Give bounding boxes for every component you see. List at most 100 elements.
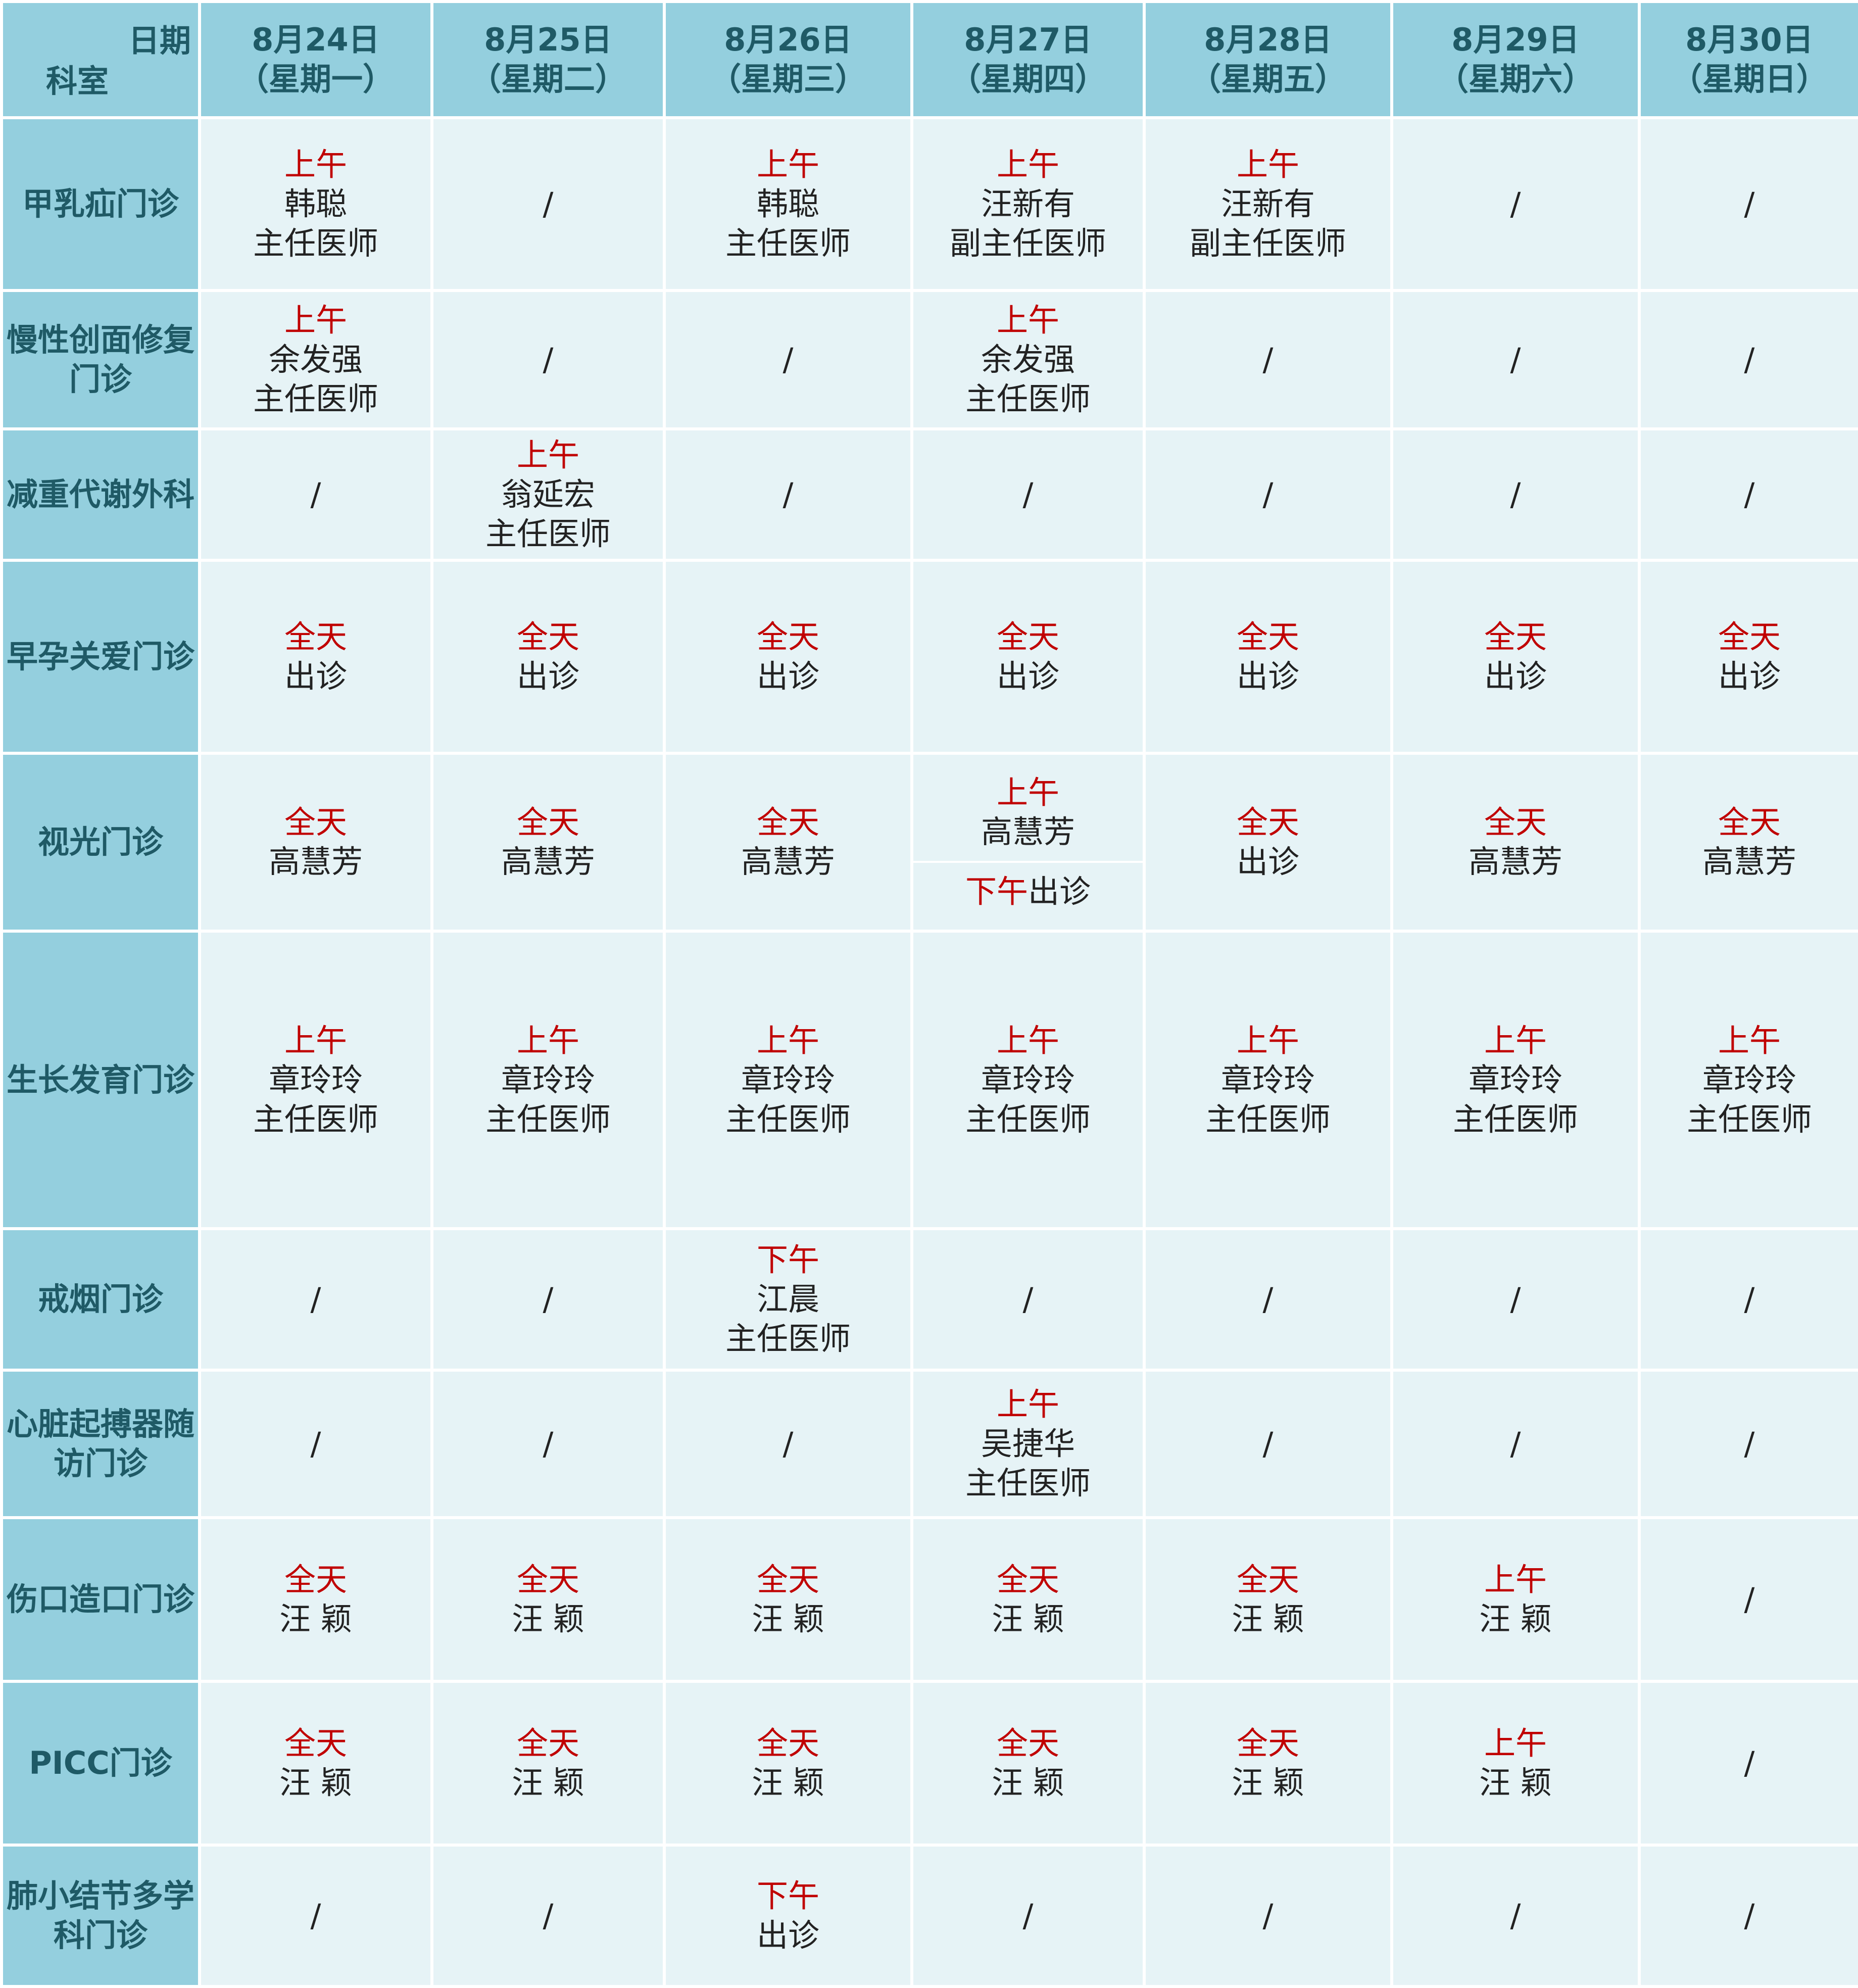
schedule-cell: /	[910, 1227, 1146, 1372]
doctor-title: 副主任医师	[1189, 225, 1346, 262]
empty-slot-mark: /	[1744, 1744, 1755, 1782]
session-period: 全天	[996, 618, 1059, 655]
doctor-name: 出诊	[756, 657, 819, 695]
session-period: 上午	[996, 1022, 1059, 1059]
day-weekday: （星期四）	[949, 61, 1106, 98]
doctor-title: 主任医师	[725, 1320, 851, 1357]
schedule-row: 慢性创面修复门诊 上午 余发强 主任医师 / / 上午 余发强 主任医师 / / /	[0, 289, 1858, 430]
doctor-name: 高慧芳	[981, 813, 1075, 851]
session-period: 全天	[284, 1725, 347, 1762]
session-period: 全天	[1718, 618, 1781, 655]
session-period: 全天	[516, 1561, 579, 1598]
doctor-name: 章玲玲	[501, 1061, 595, 1098]
schedule-cell: 上午 韩聪 主任医师	[663, 116, 913, 293]
session-period: 上午	[1484, 1022, 1547, 1059]
session-period: 全天	[756, 1561, 819, 1598]
schedule-cell: 全天汪 颖	[430, 1680, 666, 1847]
schedule-cell: 上午汪 颖	[1390, 1680, 1641, 1847]
schedule-cell: /	[663, 289, 913, 430]
empty-slot-mark: /	[1262, 475, 1274, 513]
session-period: 上午	[1236, 146, 1299, 183]
schedule-cell: /	[1638, 1844, 1858, 1988]
session-period: 上午	[284, 1022, 347, 1059]
empty-slot-mark: /	[1510, 341, 1521, 378]
schedule-cell: 全天汪 颖	[910, 1516, 1146, 1683]
schedule-cell: 全天 出诊	[1638, 558, 1858, 755]
doctor-name: 汪 颖	[512, 1764, 584, 1802]
session-period: 全天	[1236, 1725, 1299, 1762]
doctor-title: 主任医师	[965, 1464, 1091, 1501]
doctor-name: 出诊	[284, 657, 347, 695]
schedule-cell: 全天汪 颖	[663, 1680, 913, 1847]
schedule-row: 肺小结节多学科门诊 / / 下午 出诊 / / / /	[0, 1844, 1858, 1988]
day-header: 8月28日 （星期五）	[1143, 0, 1393, 119]
schedule-cell: /	[663, 427, 913, 562]
session-period: 全天	[516, 1725, 579, 1762]
schedule-cell: /	[1390, 1227, 1641, 1372]
schedule-cell: 全天汪 颖	[663, 1516, 913, 1683]
doctor-title: 主任医师	[485, 515, 611, 552]
day-header: 8月26日 （星期三）	[663, 0, 913, 119]
doctor-name: 汪 颖	[992, 1764, 1064, 1802]
schedule-row: 心脏起搏器随访门诊 / / / 上午 吴捷华 主任医师 / / /	[0, 1369, 1858, 1519]
doctor-name: 汪 颖	[1479, 1600, 1552, 1637]
doctor-name: 出诊	[996, 657, 1059, 695]
session-period: 上午	[996, 302, 1059, 339]
doctor-name: 出诊	[516, 657, 579, 695]
empty-slot-mark: /	[1744, 1425, 1755, 1462]
empty-slot-mark: /	[1510, 1425, 1521, 1462]
session-period: 全天	[1484, 804, 1547, 841]
empty-slot-mark: /	[543, 1425, 554, 1462]
doctor-name: 汪 颖	[279, 1764, 352, 1802]
schedule-cell: 全天汪 颖	[910, 1680, 1146, 1847]
schedule-cell: 全天汪 颖	[198, 1516, 433, 1683]
schedule-cell: 上午 章玲玲 主任医师	[1390, 930, 1641, 1231]
schedule-cell: 上午 吴捷华 主任医师	[910, 1369, 1146, 1519]
session-period: 上午	[1484, 1561, 1547, 1598]
session-period: 上午	[996, 774, 1059, 811]
doctor-name: 汪新有	[981, 185, 1075, 223]
doctor-name: 出诊	[756, 1917, 819, 1954]
day-date: 8月29日	[1451, 21, 1580, 58]
department-name: 甲乳疝门诊	[0, 116, 201, 293]
schedule-row: 减重代谢外科 / 上午 翁延宏 主任医师 / / / / /	[0, 427, 1858, 562]
schedule-cell: /	[1638, 289, 1858, 430]
schedule-cell: /	[1638, 1369, 1858, 1519]
doctor-name: 汪 颖	[992, 1600, 1064, 1637]
schedule-row: PICC门诊 全天汪 颖全天汪 颖全天汪 颖全天汪 颖全天汪 颖上午汪 颖 /	[0, 1680, 1858, 1847]
morning-slot: 上午 高慧芳	[913, 773, 1143, 863]
department-name: 伤口造口门诊	[0, 1516, 201, 1683]
schedule-cell: /	[1638, 116, 1858, 293]
schedule-cell: 全天 出诊	[1390, 558, 1641, 755]
empty-slot-mark: /	[783, 475, 794, 513]
schedule-cell: 上午 汪新有 副主任医师	[1143, 116, 1393, 293]
doctor-title: 主任医师	[253, 1100, 378, 1138]
doctor-name: 汪 颖	[1232, 1600, 1304, 1637]
empty-slot-mark: /	[1262, 1281, 1274, 1318]
doctor-title: 主任医师	[725, 225, 851, 262]
schedule-cell: 全天 高慧芳	[1390, 752, 1641, 933]
schedule-cell: 上午 章玲玲 主任医师	[910, 930, 1146, 1231]
day-weekday: （星期二）	[469, 61, 626, 98]
session-period: 上午	[756, 146, 819, 183]
doctor-name: 汪 颖	[752, 1600, 824, 1637]
schedule-cell: /	[430, 289, 666, 430]
schedule-cell: /	[198, 1369, 433, 1519]
schedule-cell: 上午 章玲玲 主任医师	[1638, 930, 1858, 1231]
schedule-cell: /	[1390, 427, 1641, 562]
day-weekday: （星期一）	[237, 61, 394, 98]
session-period: 上午	[1236, 1022, 1299, 1059]
doctor-title: 主任医师	[965, 380, 1091, 418]
schedule-cell: 上午 章玲玲 主任医师	[430, 930, 666, 1231]
empty-slot-mark: /	[1022, 1897, 1034, 1934]
corner-dept-label: 科室	[46, 63, 109, 100]
day-weekday: （星期三）	[709, 61, 866, 98]
schedule-cell: /	[1638, 1680, 1858, 1847]
doctor-name: 章玲玲	[741, 1061, 835, 1098]
empty-slot-mark: /	[1744, 1897, 1755, 1934]
department-name: 生长发育门诊	[0, 930, 201, 1231]
schedule-row: 视光门诊 全天 高慧芳 全天 高慧芳 全天 高慧芳 上午 高慧芳 下午出诊 全天 出诊 全天 高慧芳 全天高…	[0, 752, 1858, 933]
schedule-row: 戒烟门诊 / / 下午 江晨 主任医师 / / / /	[0, 1227, 1858, 1372]
schedule-row: 生长发育门诊 上午 章玲玲 主任医师 上午 章玲玲 主任医师 上午 章玲玲 主任医师 上午 章玲玲 主任…	[0, 930, 1858, 1231]
empty-slot-mark: /	[1744, 185, 1755, 223]
